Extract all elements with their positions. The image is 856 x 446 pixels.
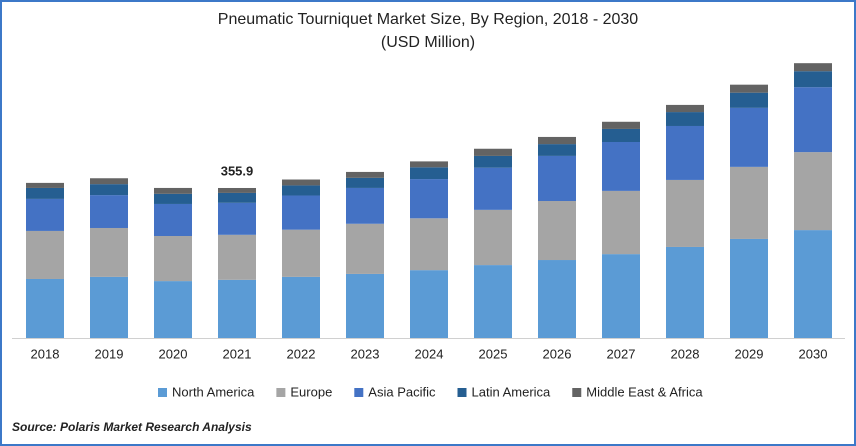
bar-segment (602, 190, 640, 255)
source: Source: Polaris Market Research Analysis (12, 420, 252, 434)
bar-segment (474, 167, 512, 210)
bar-segment (538, 136, 576, 145)
legend-swatch (276, 388, 286, 397)
bar-segment (346, 273, 384, 338)
bar-segment (602, 121, 640, 129)
bar-segment (26, 187, 64, 199)
bar-segment (282, 229, 320, 277)
bar-segment (90, 178, 128, 185)
bar-segment (794, 230, 832, 338)
bar-segment (282, 179, 320, 186)
bar-segment (26, 278, 64, 338)
bar-segment (602, 254, 640, 338)
bar-segment (410, 218, 448, 271)
bar-segment (474, 209, 512, 266)
bar-segment (538, 144, 576, 156)
bar-segment (666, 125, 704, 180)
legend-label: North America (172, 384, 255, 399)
legend-swatch (572, 388, 582, 397)
bar-segment (410, 179, 448, 219)
bar-segment (730, 107, 768, 167)
bar-segment (154, 203, 192, 236)
bar-segment (346, 223, 384, 274)
x-tick-label: 2020 (159, 346, 188, 361)
x-tick-label: 2022 (287, 346, 316, 361)
bar-segment (794, 63, 832, 72)
bar-segment (474, 148, 512, 156)
bar-segment (602, 142, 640, 191)
x-tick-label: 2030 (799, 346, 828, 361)
bar-segment (218, 234, 256, 280)
bar-segment (218, 202, 256, 235)
chart-subtitle: (USD Million) (381, 34, 475, 51)
x-tick-label: 2028 (671, 346, 700, 361)
bar-segment (90, 195, 128, 228)
bar-segment (602, 128, 640, 143)
bar-segment (730, 166, 768, 239)
x-tick-label: 2018 (31, 346, 60, 361)
bar-segment (154, 281, 192, 338)
bar-segment (26, 182, 64, 188)
bar-segment (26, 230, 64, 279)
bar-segment (538, 155, 576, 202)
chart-title: Pneumatic Tourniquet Market Size, By Reg… (218, 11, 638, 28)
bar-segment (666, 246, 704, 338)
bar-segment (730, 238, 768, 338)
bar-segment (282, 185, 320, 196)
bar-segment (794, 71, 832, 88)
x-tick-label: 2023 (351, 346, 380, 361)
bar-segment (282, 276, 320, 338)
bar-segment (794, 152, 832, 231)
legend-swatch (354, 388, 364, 397)
bar-segment (730, 84, 768, 93)
legend-label: Middle East & Africa (586, 384, 703, 399)
bar-segment (90, 227, 128, 277)
total-label: 355.9 (221, 163, 254, 178)
x-tick-label: 2029 (735, 346, 764, 361)
bar-segment (218, 192, 256, 203)
bar-segment (282, 195, 320, 230)
bar-segment (218, 279, 256, 338)
bar-segment (26, 198, 64, 231)
bar-segment (154, 187, 192, 194)
bar-segment (410, 161, 448, 168)
bar-segment (410, 167, 448, 180)
x-tick-label: 2019 (95, 346, 124, 361)
bar-segment (666, 112, 704, 126)
x-tick-label: 2024 (415, 346, 444, 361)
x-tick-label: 2026 (543, 346, 572, 361)
x-tick-label: 2025 (479, 346, 508, 361)
legend-label: Asia Pacific (368, 384, 436, 399)
bar-segment (154, 193, 192, 204)
bar-segment (90, 276, 128, 338)
bar-segment (794, 87, 832, 153)
legend-label: Europe (290, 384, 332, 399)
bar-segment (666, 179, 704, 247)
bar-segment (90, 184, 128, 196)
bar-segment (346, 187, 384, 224)
bar-segment (474, 265, 512, 338)
legend-swatch (158, 388, 167, 397)
legend-label: Latin America (472, 384, 552, 399)
bar-segment (346, 171, 384, 178)
bar-segment (730, 92, 768, 108)
bar-segment (474, 155, 512, 168)
bar-segment (218, 187, 256, 193)
bar-segment (154, 235, 192, 282)
x-tick-label: 2021 (223, 346, 252, 361)
x-tick-label: 2027 (607, 346, 636, 361)
bar-segment (538, 260, 576, 338)
bar-segment (346, 177, 384, 188)
bar-segment (666, 104, 704, 113)
legend-swatch (457, 388, 467, 397)
bar-segment (410, 270, 448, 338)
bar-segment (538, 201, 576, 261)
